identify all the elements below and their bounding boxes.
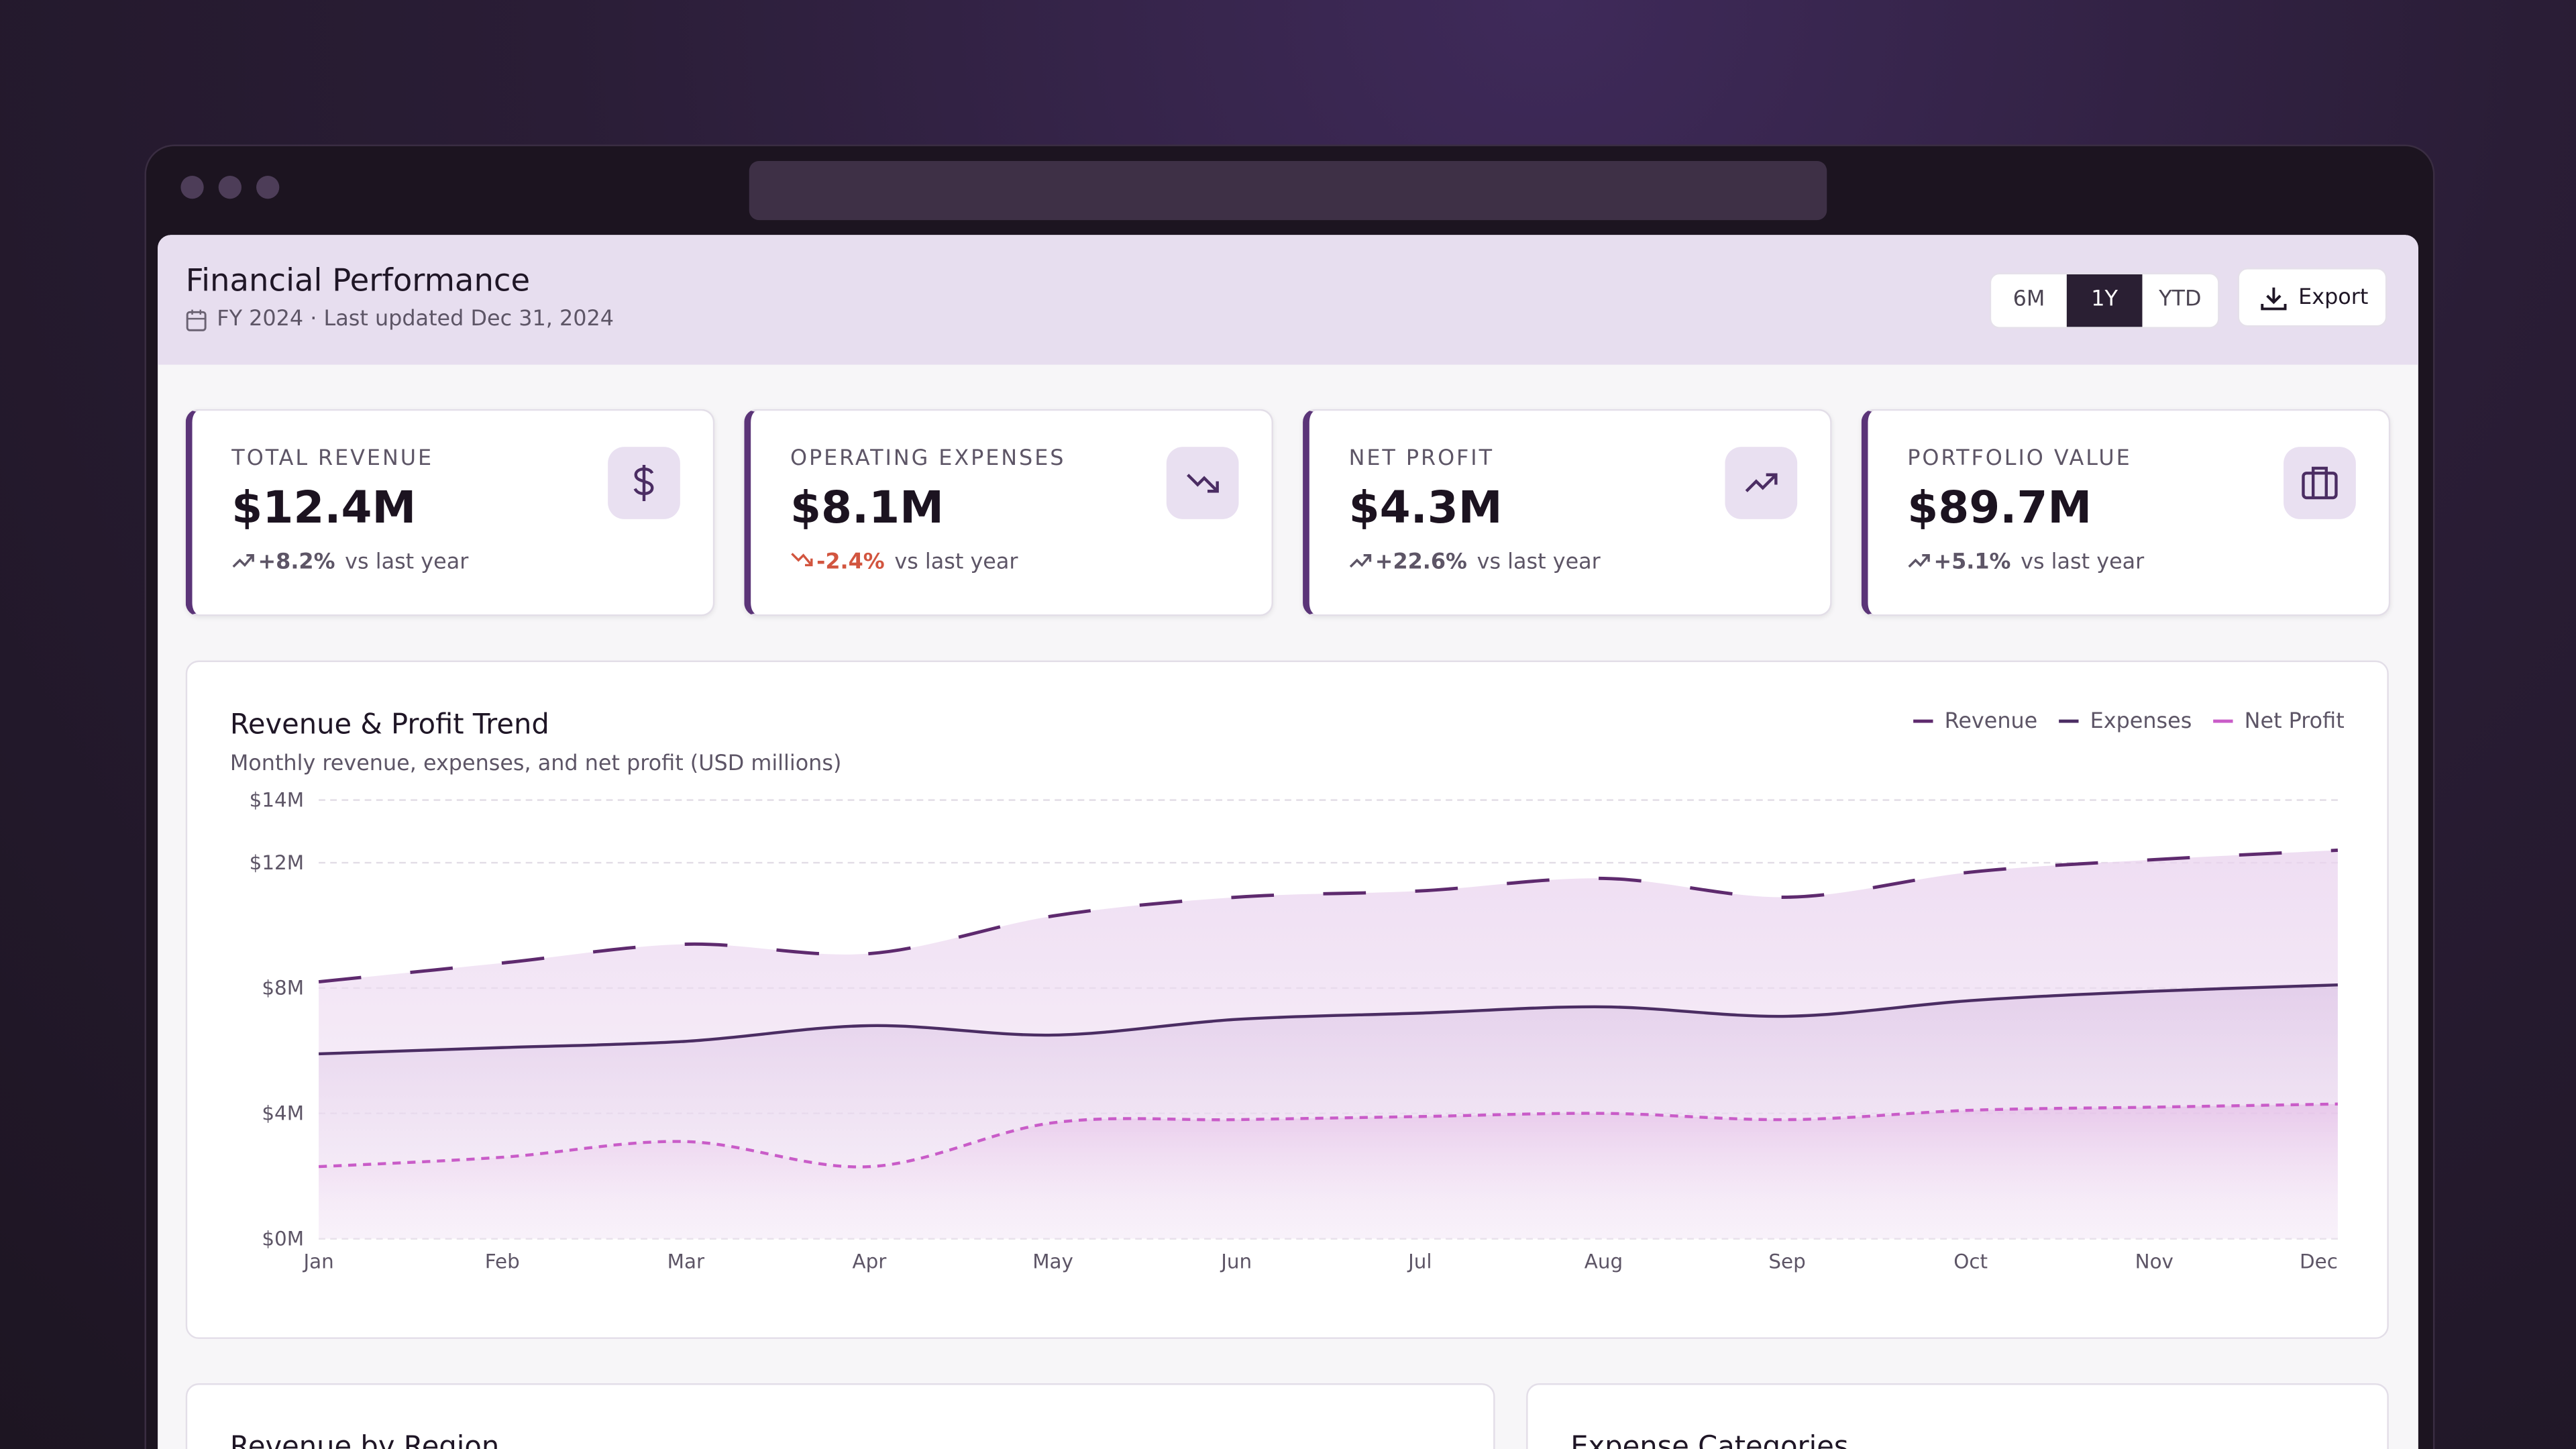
kpi-change-value: +5.1%: [1933, 550, 2011, 576]
kpi-change-value: -2.4%: [816, 550, 885, 576]
kpi-label: PORTFOLIO VALUE: [1907, 447, 2132, 472]
legend-label: Net Profit: [2245, 708, 2345, 733]
kpi-card: PORTFOLIO VALUE $89.7M +5.1% vs last year: [1861, 409, 2391, 616]
y-tick-label: $4M: [262, 1102, 304, 1125]
expense-panel: Expense Categories: [1526, 1383, 2389, 1449]
x-tick-label: Dec: [2300, 1250, 2338, 1273]
kpi-label: NET PROFIT: [1348, 447, 1495, 472]
chart-subtitle: Monthly revenue, expenses, and net profi…: [230, 750, 842, 775]
kpi-note: vs last year: [2021, 550, 2145, 576]
page-subtitle: FY 2024 · Last updated Dec 31, 2024: [217, 307, 614, 332]
kpi-card: NET PROFIT $4.3M +22.6% vs last year: [1303, 409, 1832, 616]
trend-up-icon: [232, 554, 254, 568]
panel-title: Revenue by Region: [229, 1431, 500, 1449]
line: [319, 983, 2338, 1056]
y-tick-label: $8M: [262, 977, 304, 1000]
x-tick-label: Oct: [1953, 1250, 1988, 1273]
address-bar[interactable]: [749, 161, 1827, 221]
export-button[interactable]: Export: [2237, 268, 2387, 327]
x-tick-label: Apr: [853, 1250, 888, 1273]
x-tick-label: Aug: [1585, 1250, 1623, 1273]
kpi-note: vs last year: [894, 550, 1018, 576]
chart-title: Revenue & Profit Trend: [230, 707, 549, 740]
trend-up-icon: [1908, 554, 1930, 568]
window-dot[interactable]: [256, 176, 280, 199]
x-tick-label: Jun: [1220, 1250, 1252, 1273]
legend-label: Revenue: [1945, 708, 2038, 733]
x-tick-label: Sep: [1768, 1250, 1805, 1273]
kpi-note: vs last year: [345, 550, 469, 576]
area: [319, 1104, 2338, 1239]
x-tick-label: May: [1032, 1250, 1073, 1273]
kpi-label: OPERATING EXPENSES: [790, 447, 1066, 472]
range-button[interactable]: YTD: [2159, 287, 2202, 313]
y-tick-label: $0M: [262, 1227, 304, 1250]
trend-down-icon: [791, 553, 813, 567]
dollar-icon: [608, 447, 680, 519]
y-tick-label: $14M: [250, 788, 304, 811]
trend-up-icon: [1725, 447, 1798, 519]
kpi-value: $89.7M: [1907, 483, 2092, 534]
kpi-change-value: +22.6%: [1375, 550, 1467, 576]
line: [318, 848, 2339, 983]
range-button[interactable]: 1Y: [2066, 274, 2143, 327]
calendar-icon: [186, 309, 207, 331]
x-tick-label: Mar: [667, 1250, 705, 1273]
kpi-card: OPERATING EXPENSES $8.1M -2.4% vs last ye…: [744, 409, 1273, 616]
window-dot[interactable]: [180, 176, 204, 199]
kpi-change: +8.2% vs last year: [231, 550, 468, 575]
range-selector: 6M 1Y YTD: [1989, 272, 2220, 329]
panel-title: Expense Categories: [1570, 1431, 1849, 1449]
page-title: Financial Performance: [185, 262, 531, 299]
region-panel: Revenue by Region: [185, 1383, 1495, 1449]
kpi-change: +22.6% vs last year: [1349, 550, 1601, 575]
trend-down-icon: [1166, 447, 1239, 519]
x-tick-label: Nov: [2135, 1250, 2174, 1273]
kpi-label: TOTAL REVENUE: [231, 447, 433, 472]
kpi-value: $4.3M: [1348, 483, 1503, 534]
kpi-card: TOTAL REVENUE $12.4M +8.2% vs last year: [185, 409, 715, 616]
x-tick-label: Feb: [485, 1250, 520, 1273]
line: [318, 1102, 2338, 1169]
range-button[interactable]: 6M: [2012, 287, 2045, 313]
window-dot[interactable]: [218, 176, 242, 199]
trend-up-icon: [1349, 554, 1372, 568]
x-tick-label: Jul: [1407, 1250, 1432, 1273]
kpi-change-value: +8.2%: [258, 550, 335, 576]
x-tick-label: Jan: [302, 1250, 333, 1273]
export-label: Export: [2298, 286, 2369, 311]
kpi-note: vs last year: [1477, 550, 1601, 576]
kpi-change: +5.1% vs last year: [1907, 550, 2144, 575]
download-icon: [2261, 287, 2287, 311]
kpi-value: $12.4M: [231, 483, 417, 534]
kpi-value: $8.1M: [790, 483, 944, 534]
y-tick-label: $12M: [250, 851, 304, 874]
briefcase-icon: [2284, 447, 2356, 519]
kpi-change: -2.4% vs last year: [790, 550, 1018, 575]
legend-label: Expenses: [2090, 708, 2192, 733]
